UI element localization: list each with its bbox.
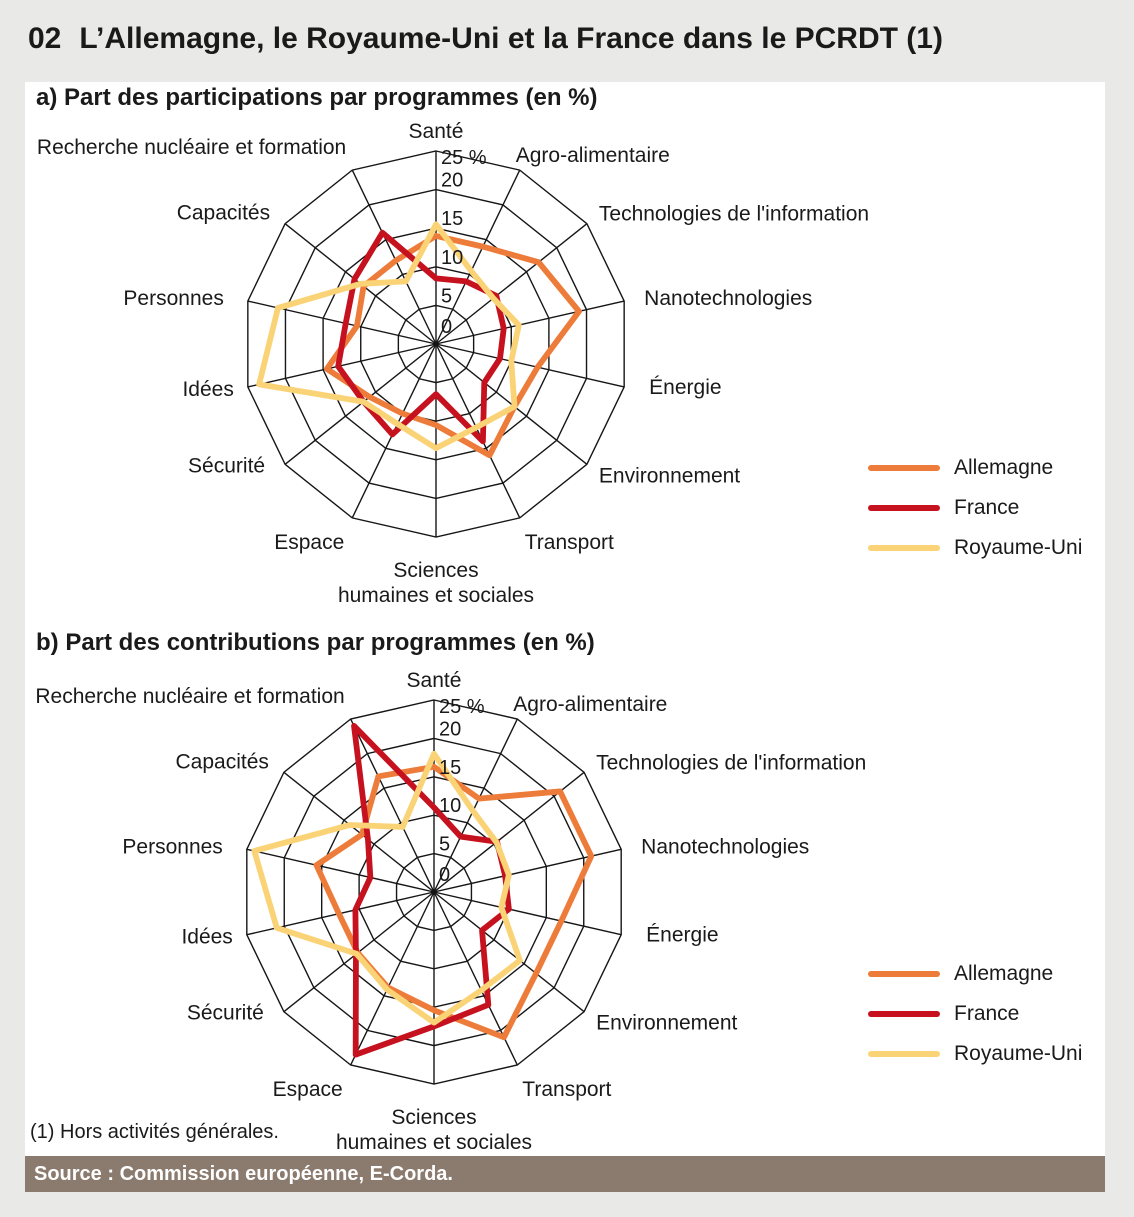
axis-label: Santé <box>409 120 464 143</box>
axis-label: Agro-alimentaire <box>513 693 667 716</box>
radar-spoke <box>283 771 435 893</box>
axis-label: Transport <box>525 531 614 554</box>
radar-spoke <box>435 343 625 388</box>
france-line-swatch <box>868 1011 940 1017</box>
royaume-uni-line-swatch <box>868 545 940 551</box>
france-line-swatch <box>868 505 940 511</box>
axis-label: Capacités <box>177 202 270 225</box>
legend-label: Allemagne <box>954 456 1054 479</box>
radar-spoke <box>435 300 625 345</box>
radar-series-Allemagne <box>323 233 582 459</box>
axis-label: Sciences humaines et sociales <box>336 1106 532 1154</box>
axis-label: Nanotechnologies <box>644 287 812 310</box>
radar-series-Royaume-Uni <box>251 750 523 1026</box>
axis-label: Technologies de l'information <box>596 751 866 774</box>
radial-tick-label: 5 <box>439 834 450 856</box>
legend-item-allemagne: Allemagne <box>868 448 1128 488</box>
legend-label: Royaume-Uni <box>954 1042 1083 1065</box>
legend-item-allemagne: Allemagne <box>868 954 1128 994</box>
chart-b-title: b) Part des contributions par programmes… <box>36 629 595 656</box>
radar-spoke <box>433 718 518 893</box>
axis-label: Recherche nucléaire et formation <box>37 136 346 159</box>
figure-number: 02 <box>28 22 62 55</box>
radar-gridline-25 <box>247 150 625 538</box>
axis-label: Personnes <box>123 287 223 310</box>
axis-label: Recherche nucléaire et formation <box>35 685 344 708</box>
axis-label: Santé <box>407 669 462 692</box>
radial-tick-label: 25 % <box>439 696 485 718</box>
axis-label: Sciences humaines et sociales <box>338 559 534 607</box>
axis-label: Environnement <box>599 464 740 487</box>
radar-spoke <box>433 891 585 1013</box>
radial-tick-label: 10 <box>441 247 463 269</box>
legend-label: France <box>954 496 1020 519</box>
radial-tick-label: 5 <box>441 285 452 307</box>
radial-tick-label: 0 <box>441 316 452 338</box>
axis-label: Environnement <box>596 1012 737 1035</box>
axis-label: Capacités <box>175 750 268 773</box>
chart-panel <box>25 82 1105 1156</box>
radial-tick-label: 25 % <box>441 147 487 169</box>
axis-label: Idées <box>182 378 233 401</box>
radar-gridline-15 <box>322 227 550 461</box>
radar-spoke <box>247 343 437 388</box>
radar-gridline-20 <box>284 188 588 500</box>
radial-tick-label: 20 <box>441 170 463 192</box>
radar-spoke <box>246 848 435 893</box>
royaume-uni-line-swatch <box>868 1051 940 1057</box>
figure-title: L’Allemagne, le Royaume-Uni et la France… <box>79 22 943 55</box>
axis-label: Transport <box>522 1078 611 1101</box>
radar-spoke <box>350 718 435 893</box>
radar-spoke <box>351 169 437 345</box>
legend-chart-a: Allemagne France Royaume-Uni <box>868 448 1128 568</box>
radar-spoke <box>350 891 435 1066</box>
radial-tick-label: 10 <box>439 795 461 817</box>
legend-label: Allemagne <box>954 962 1054 985</box>
axis-label: Énergie <box>646 924 718 947</box>
radar-gridline-5 <box>397 304 475 384</box>
axis-label: Sécurité <box>187 1002 264 1025</box>
chart-a-title: a) Part des participations par programme… <box>36 84 598 111</box>
radar-gridline-25 <box>246 699 622 1085</box>
legend-item-royaume-uni: Royaume-Uni <box>868 528 1128 568</box>
radar-spoke <box>435 169 521 345</box>
axis-label: Espace <box>274 531 344 554</box>
legend-label: Royaume-Uni <box>954 536 1083 559</box>
radar-series-Royaume-Uni <box>256 221 522 452</box>
axis-label: Technologies de l'information <box>599 203 869 226</box>
axis-label: Personnes <box>122 835 222 858</box>
allemagne-line-swatch <box>868 971 940 977</box>
legend-chart-b: Allemagne France Royaume-Uni <box>868 954 1128 1074</box>
legend-item-royaume-uni: Royaume-Uni <box>868 1034 1128 1074</box>
axis-label: Idées <box>181 926 232 949</box>
radar-spoke <box>433 891 622 936</box>
axis-label: Énergie <box>649 376 721 399</box>
axis-label: Espace <box>273 1078 343 1101</box>
radial-tick-label: 15 <box>439 757 461 779</box>
legend-label: France <box>954 1002 1020 1025</box>
axis-label: Nanotechnologies <box>641 835 809 858</box>
axis-label: Agro-alimentaire <box>516 144 670 167</box>
page-title: 02 L’Allemagne, le Royaume-Uni et la Fran… <box>28 22 1108 56</box>
allemagne-line-swatch <box>868 465 940 471</box>
radial-tick-label: 20 <box>439 718 461 740</box>
radar-gridline-20 <box>283 737 585 1047</box>
radial-tick-label: 15 <box>441 208 463 230</box>
legend-item-france: France <box>868 488 1128 528</box>
footnote: (1) Hors activités générales. <box>30 1121 279 1143</box>
radar-spoke <box>435 223 588 345</box>
radar-series-Allemagne <box>313 763 595 1041</box>
legend-item-france: France <box>868 994 1128 1034</box>
source-bar: Source : Commission européenne, E-Corda. <box>25 1156 1105 1192</box>
radial-tick-label: 0 <box>439 864 450 886</box>
axis-label: Sécurité <box>188 454 265 477</box>
radar-gridline-5 <box>395 852 473 932</box>
radar-spoke <box>435 343 521 519</box>
